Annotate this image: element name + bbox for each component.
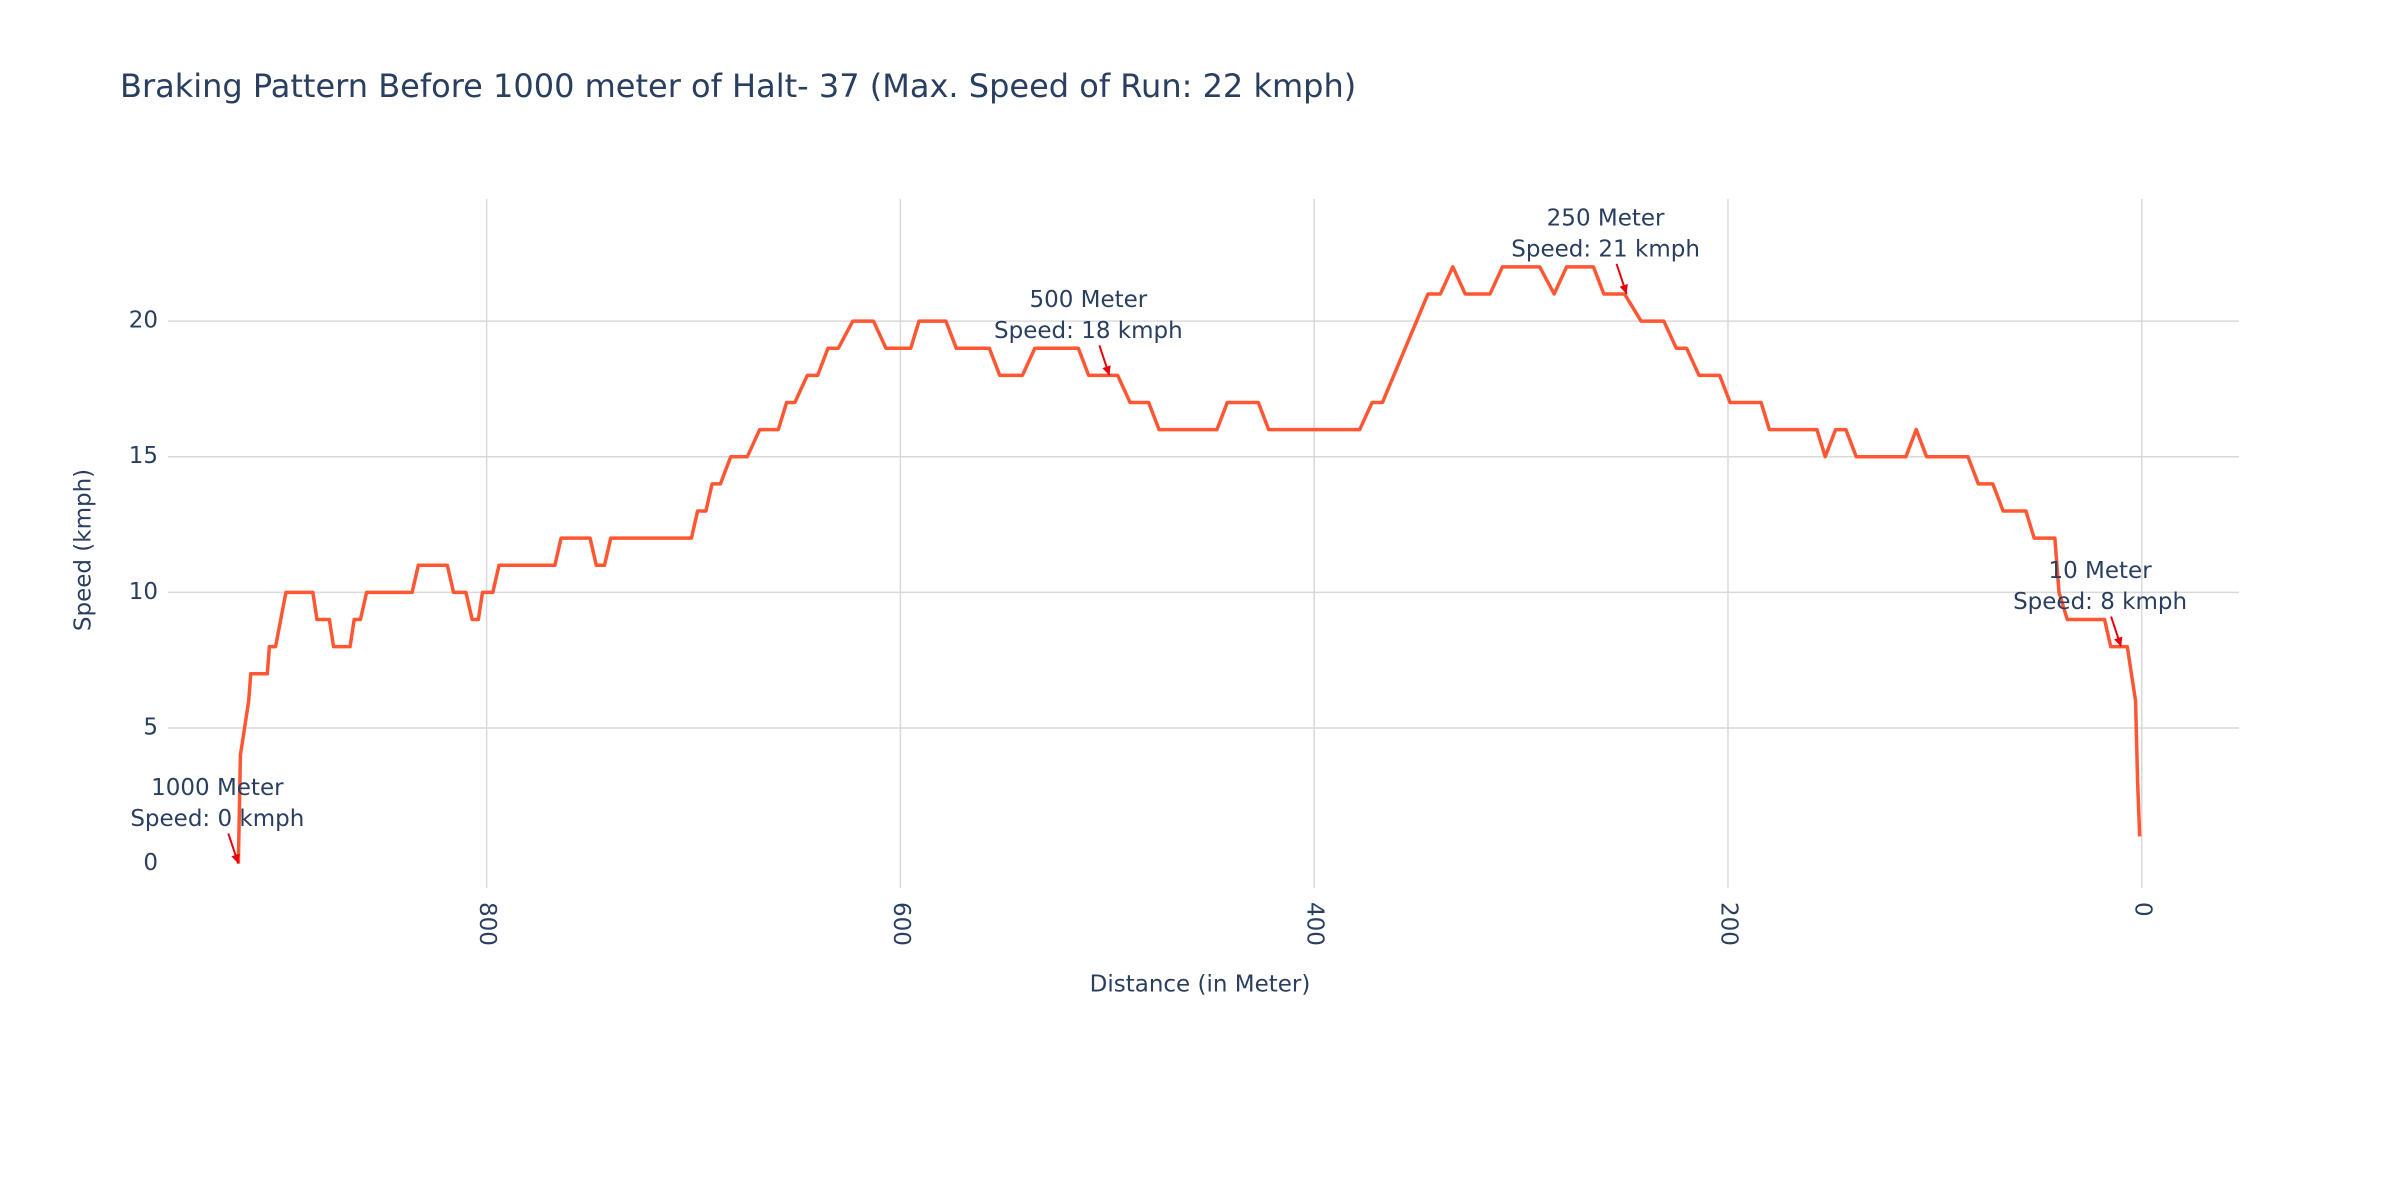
x-tick-label: 800 [474, 902, 500, 946]
y-tick-label: 20 [129, 308, 158, 334]
chart-title: Braking Pattern Before 1000 meter of Hal… [120, 67, 1356, 105]
y-tick-label: 10 [129, 579, 158, 605]
y-tick-label: 0 [143, 850, 158, 876]
annotation-text: Speed: 21 kmph [1511, 236, 1700, 262]
annotation-text: Speed: 8 kmph [2013, 589, 2187, 615]
annotation-arrowhead [1619, 284, 1628, 294]
annotation-arrowhead [231, 853, 240, 864]
x-tick-label: 0 [2129, 902, 2155, 917]
annotation-text: 1000 Meter [151, 775, 284, 801]
annotation-arrowhead [2114, 636, 2123, 647]
x-axis-label: Distance (in Meter) [1090, 972, 1311, 998]
y-tick-label: 15 [129, 443, 158, 469]
annotation-arrowhead [1102, 365, 1111, 376]
x-tick-label: 200 [1715, 902, 1741, 946]
x-tick-label: 400 [1302, 902, 1328, 946]
annotation-text: Speed: 18 kmph [994, 318, 1183, 344]
y-tick-label: 5 [143, 714, 158, 740]
annotation-text: Speed: 0 kmph [130, 806, 304, 832]
annotation-text: 10 Meter [2048, 558, 2152, 584]
y-axis-label: Speed (kmph) [71, 469, 97, 631]
annotation-text: 500 Meter [1029, 287, 1147, 313]
x-tick-label: 600 [888, 902, 914, 946]
data-line [236, 265, 2142, 864]
annotation-text: 250 Meter [1547, 205, 1665, 231]
